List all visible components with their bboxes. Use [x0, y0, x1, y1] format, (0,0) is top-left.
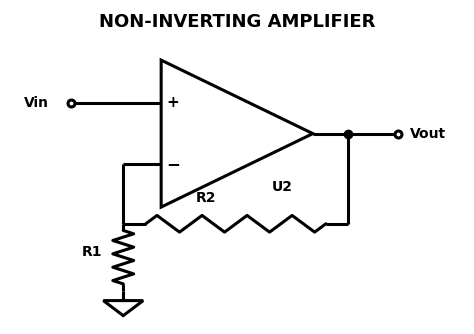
Text: R2: R2: [196, 191, 217, 205]
Text: Vin: Vin: [24, 96, 49, 110]
Text: Vout: Vout: [410, 127, 446, 141]
Text: R1: R1: [82, 245, 102, 259]
Text: NON-INVERTING AMPLIFIER: NON-INVERTING AMPLIFIER: [99, 13, 375, 31]
Text: −: −: [166, 155, 180, 173]
Text: +: +: [167, 95, 179, 110]
Text: U2: U2: [272, 180, 292, 194]
